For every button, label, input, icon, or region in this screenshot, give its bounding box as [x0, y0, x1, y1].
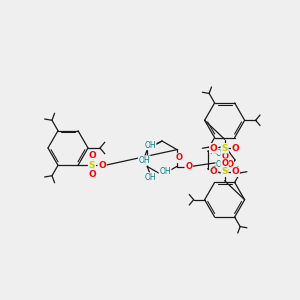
Text: OH: OH	[216, 160, 228, 169]
Text: O: O	[226, 160, 233, 169]
Text: S: S	[221, 167, 228, 176]
Text: O: O	[185, 162, 192, 171]
Text: O: O	[232, 167, 239, 176]
Text: OH: OH	[216, 149, 228, 158]
Text: O: O	[221, 159, 228, 168]
Text: OH: OH	[159, 167, 171, 176]
Text: OH: OH	[145, 173, 156, 182]
Text: O: O	[210, 167, 218, 176]
Text: O: O	[98, 161, 106, 170]
Text: O: O	[210, 144, 218, 153]
Text: O: O	[221, 152, 228, 161]
Text: O: O	[88, 151, 96, 160]
Text: S: S	[221, 144, 228, 153]
Text: OH: OH	[144, 140, 156, 149]
Text: S: S	[89, 161, 95, 170]
Text: O: O	[175, 154, 182, 163]
Text: O: O	[232, 144, 239, 153]
Text: OH: OH	[139, 156, 150, 165]
Text: O: O	[88, 170, 96, 179]
